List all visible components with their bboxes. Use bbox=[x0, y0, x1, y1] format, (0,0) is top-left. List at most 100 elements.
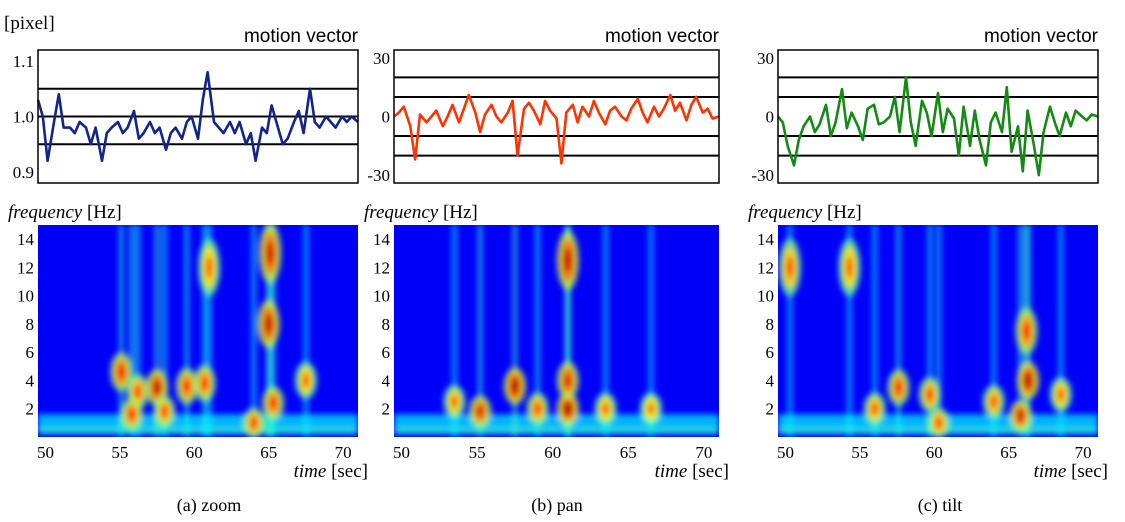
motion-vector-title: motion vector bbox=[244, 26, 359, 47]
spectrogram-peak bbox=[450, 394, 458, 409]
spectrogram-peak bbox=[161, 405, 169, 418]
frequency-tick-label: 12 bbox=[17, 258, 34, 277]
unit-label: [pixel] bbox=[4, 13, 55, 34]
spectrogram-peak bbox=[266, 241, 274, 266]
frequency-streak bbox=[927, 225, 933, 437]
time-axis-label: time [sec] bbox=[294, 461, 368, 482]
panel-caption: (a) zoom bbox=[177, 495, 241, 516]
frequency-streak bbox=[251, 225, 257, 437]
spectrogram-peak bbox=[205, 255, 213, 279]
frequency-streak bbox=[648, 225, 654, 437]
frequency-streak bbox=[1058, 225, 1064, 437]
frequency-streak bbox=[162, 225, 168, 437]
frequency-streak bbox=[991, 225, 997, 437]
time-tick-label: 60 bbox=[926, 443, 943, 462]
spectrogram-peak bbox=[153, 380, 161, 395]
frequency-streak bbox=[154, 225, 160, 437]
spectrogram-peak bbox=[1024, 372, 1032, 388]
frequency-tick-label: 8 bbox=[26, 315, 35, 334]
frequency-tick-label: 2 bbox=[766, 400, 775, 419]
spectrogram-background bbox=[394, 225, 719, 437]
time-tick-label: 60 bbox=[544, 443, 561, 462]
frequency-streak bbox=[896, 225, 902, 437]
time-tick-label: 70 bbox=[695, 443, 712, 462]
frequency-streak bbox=[184, 225, 190, 437]
motion-y-tick-label: -30 bbox=[751, 166, 774, 185]
spectrogram-peak bbox=[265, 314, 273, 334]
frequency-tick-label: 14 bbox=[757, 230, 775, 249]
frequency-tick-label: 10 bbox=[17, 287, 34, 306]
spectrogram-peak bbox=[564, 372, 572, 388]
frequency-tick-label: 6 bbox=[766, 343, 775, 362]
time-tick-label: 60 bbox=[186, 443, 203, 462]
frequency-tick-label: 4 bbox=[26, 371, 35, 390]
frequency-streak bbox=[202, 225, 208, 437]
time-tick-label: 65 bbox=[260, 443, 277, 462]
spectrogram-peak bbox=[895, 380, 903, 395]
frequency-tick-label: 14 bbox=[373, 230, 391, 249]
spectrogram-energy bbox=[38, 225, 358, 437]
frequency-streak bbox=[477, 225, 483, 437]
time-tick-label: 70 bbox=[1075, 443, 1092, 462]
spectrogram-peak bbox=[250, 416, 258, 429]
time-tick-label: 50 bbox=[37, 443, 54, 462]
motion-series-line bbox=[36, 70, 359, 163]
frequency-streak bbox=[206, 225, 212, 437]
frequency-streak bbox=[303, 225, 309, 437]
frequency-streak bbox=[846, 225, 852, 437]
spectrogram-peak bbox=[269, 396, 277, 410]
motion-y-tick-label: 0 bbox=[382, 108, 391, 127]
spectrogram-peak bbox=[1023, 321, 1031, 341]
spectrogram-peak bbox=[602, 402, 610, 416]
frequency-tick-label: 4 bbox=[382, 371, 391, 390]
frequency-tick-label: 12 bbox=[757, 258, 774, 277]
motion-y-tick-label: 1.0 bbox=[13, 108, 34, 127]
frequency-streak bbox=[129, 225, 135, 437]
frequency-tick-label: 12 bbox=[373, 258, 390, 277]
frequency-tick-label: 14 bbox=[17, 230, 35, 249]
frequency-tick-label: 2 bbox=[382, 400, 391, 419]
frequency-tick-label: 6 bbox=[382, 343, 391, 362]
motion-plot-frame bbox=[777, 49, 1099, 184]
time-axis-label: time [sec] bbox=[1034, 461, 1108, 482]
frequency-tick-label: 2 bbox=[26, 400, 35, 419]
panel-caption: (b) pan bbox=[531, 495, 582, 516]
panel-tilt: motion vector 30 0 -30 frequency [Hz] 14 12 10 8… bbox=[748, 26, 1108, 516]
time-tick-label: 50 bbox=[393, 443, 410, 462]
spectrogram-energy bbox=[778, 225, 1098, 437]
motion-y-tick-label: 0 bbox=[766, 108, 775, 127]
motion-series-line bbox=[393, 93, 720, 165]
frequency-streak bbox=[512, 225, 518, 437]
time-axis-label: time [sec] bbox=[655, 461, 729, 482]
frequency-tick-label: 10 bbox=[373, 287, 390, 306]
frequency-streak bbox=[565, 225, 571, 437]
time-tick-label: 65 bbox=[1000, 443, 1017, 462]
spectrogram-peak bbox=[128, 408, 136, 421]
frequency-tick-label: 8 bbox=[382, 315, 391, 334]
spectrogram-peak bbox=[926, 387, 934, 402]
motion-vector-title: motion vector bbox=[984, 26, 1099, 47]
spectrogram-peak bbox=[117, 364, 125, 380]
frequency-streak bbox=[451, 225, 457, 437]
panel-zoom: motion vector 1.1 1.0 0.9 frequency [Hz] 14 12… bbox=[8, 26, 368, 516]
spectrogram-peak bbox=[564, 402, 572, 416]
spectrogram-peak bbox=[1017, 409, 1025, 423]
frequency-axis-label: frequency [Hz] bbox=[8, 202, 122, 223]
low-frequency-band bbox=[38, 427, 358, 435]
time-tick-label: 55 bbox=[851, 443, 868, 462]
frequency-tick-label: 6 bbox=[26, 343, 35, 362]
motion-y-tick-label: 1.1 bbox=[13, 52, 34, 71]
spectrogram bbox=[394, 225, 719, 437]
low-frequency-band bbox=[38, 414, 358, 429]
motion-y-tick-label: 30 bbox=[757, 49, 774, 68]
motion-plot-frame bbox=[393, 49, 720, 184]
motion-y-tick-label: -30 bbox=[367, 166, 390, 185]
motion-vector-title: motion vector bbox=[605, 26, 720, 47]
frequency-streak bbox=[787, 225, 793, 437]
spectrogram-peak bbox=[534, 402, 542, 416]
time-tick-label: 70 bbox=[335, 443, 352, 462]
time-tick-label: 55 bbox=[111, 443, 128, 462]
spectrogram-energy bbox=[394, 225, 719, 437]
spectrogram-peak bbox=[786, 255, 794, 279]
